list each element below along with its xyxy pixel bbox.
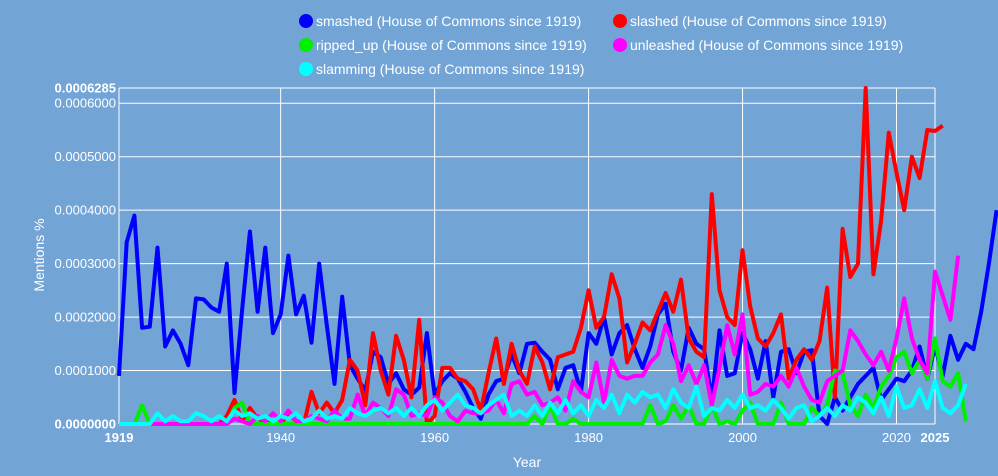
y-tick-label: 0.0005000 [55,149,116,164]
x-tick-label: 1980 [574,430,603,445]
y-tick-label: 0.0001000 [55,363,116,378]
legend-marker [299,62,313,76]
legend-label: slashed (House of Commons since 1919) [630,13,887,29]
series-line-slashed[interactable] [119,86,944,426]
legend-marker [613,14,627,28]
y-tick-label: 0.0004000 [55,203,116,218]
legend-label: ripped_up (House of Commons since 1919) [316,37,587,53]
legend-item-smashed[interactable]: smashed (House of Commons since 1919) [299,13,581,29]
y-axis-ticks: 0.0000000 0.0001000 0.0002000 0.0003000 0.00… [55,81,116,432]
legend-item-slamming[interactable]: slamming (House of Commons since 1919) [299,61,584,77]
x-tick-label: 1960 [420,430,449,445]
y-axis-title: Mentions % [31,218,47,291]
x-tick-label: 1940 [266,430,295,445]
x-tick-label: 2020 [882,430,911,445]
x-tick-label: 1919 [105,430,134,445]
legend-marker [299,14,313,28]
y-tick-label: 0.0000000 [55,417,116,432]
legend-item-unleashed[interactable]: unleashed (House of Commons since 1919) [613,37,903,53]
legend-item-slashed[interactable]: slashed (House of Commons since 1919) [613,13,887,29]
x-tick-label: 2000 [728,430,757,445]
x-axis-title: Year [513,454,542,470]
y-tick-label: 0.0002000 [55,310,116,325]
legend: smashed (House of Commons since 1919) sla… [299,13,903,77]
series-line-slamming[interactable] [119,379,968,426]
legend-label: unleashed (House of Commons since 1919) [630,37,903,53]
x-axis-ticks: 1919 1940 1960 1980 2000 2020 2025 [105,430,950,445]
y-tick-label: 0.0006285 [55,81,116,96]
legend-label: smashed (House of Commons since 1919) [316,13,581,29]
x-tick-label: 2025 [921,430,950,445]
y-tick-label: 0.0003000 [55,256,116,271]
legend-marker [299,38,313,52]
series-lines [117,86,998,426]
legend-label: slamming (House of Commons since 1919) [316,61,584,77]
legend-item-ripped-up[interactable]: ripped_up (House of Commons since 1919) [299,37,587,53]
y-tick-label: 0.0006000 [55,96,116,111]
legend-marker [613,38,627,52]
